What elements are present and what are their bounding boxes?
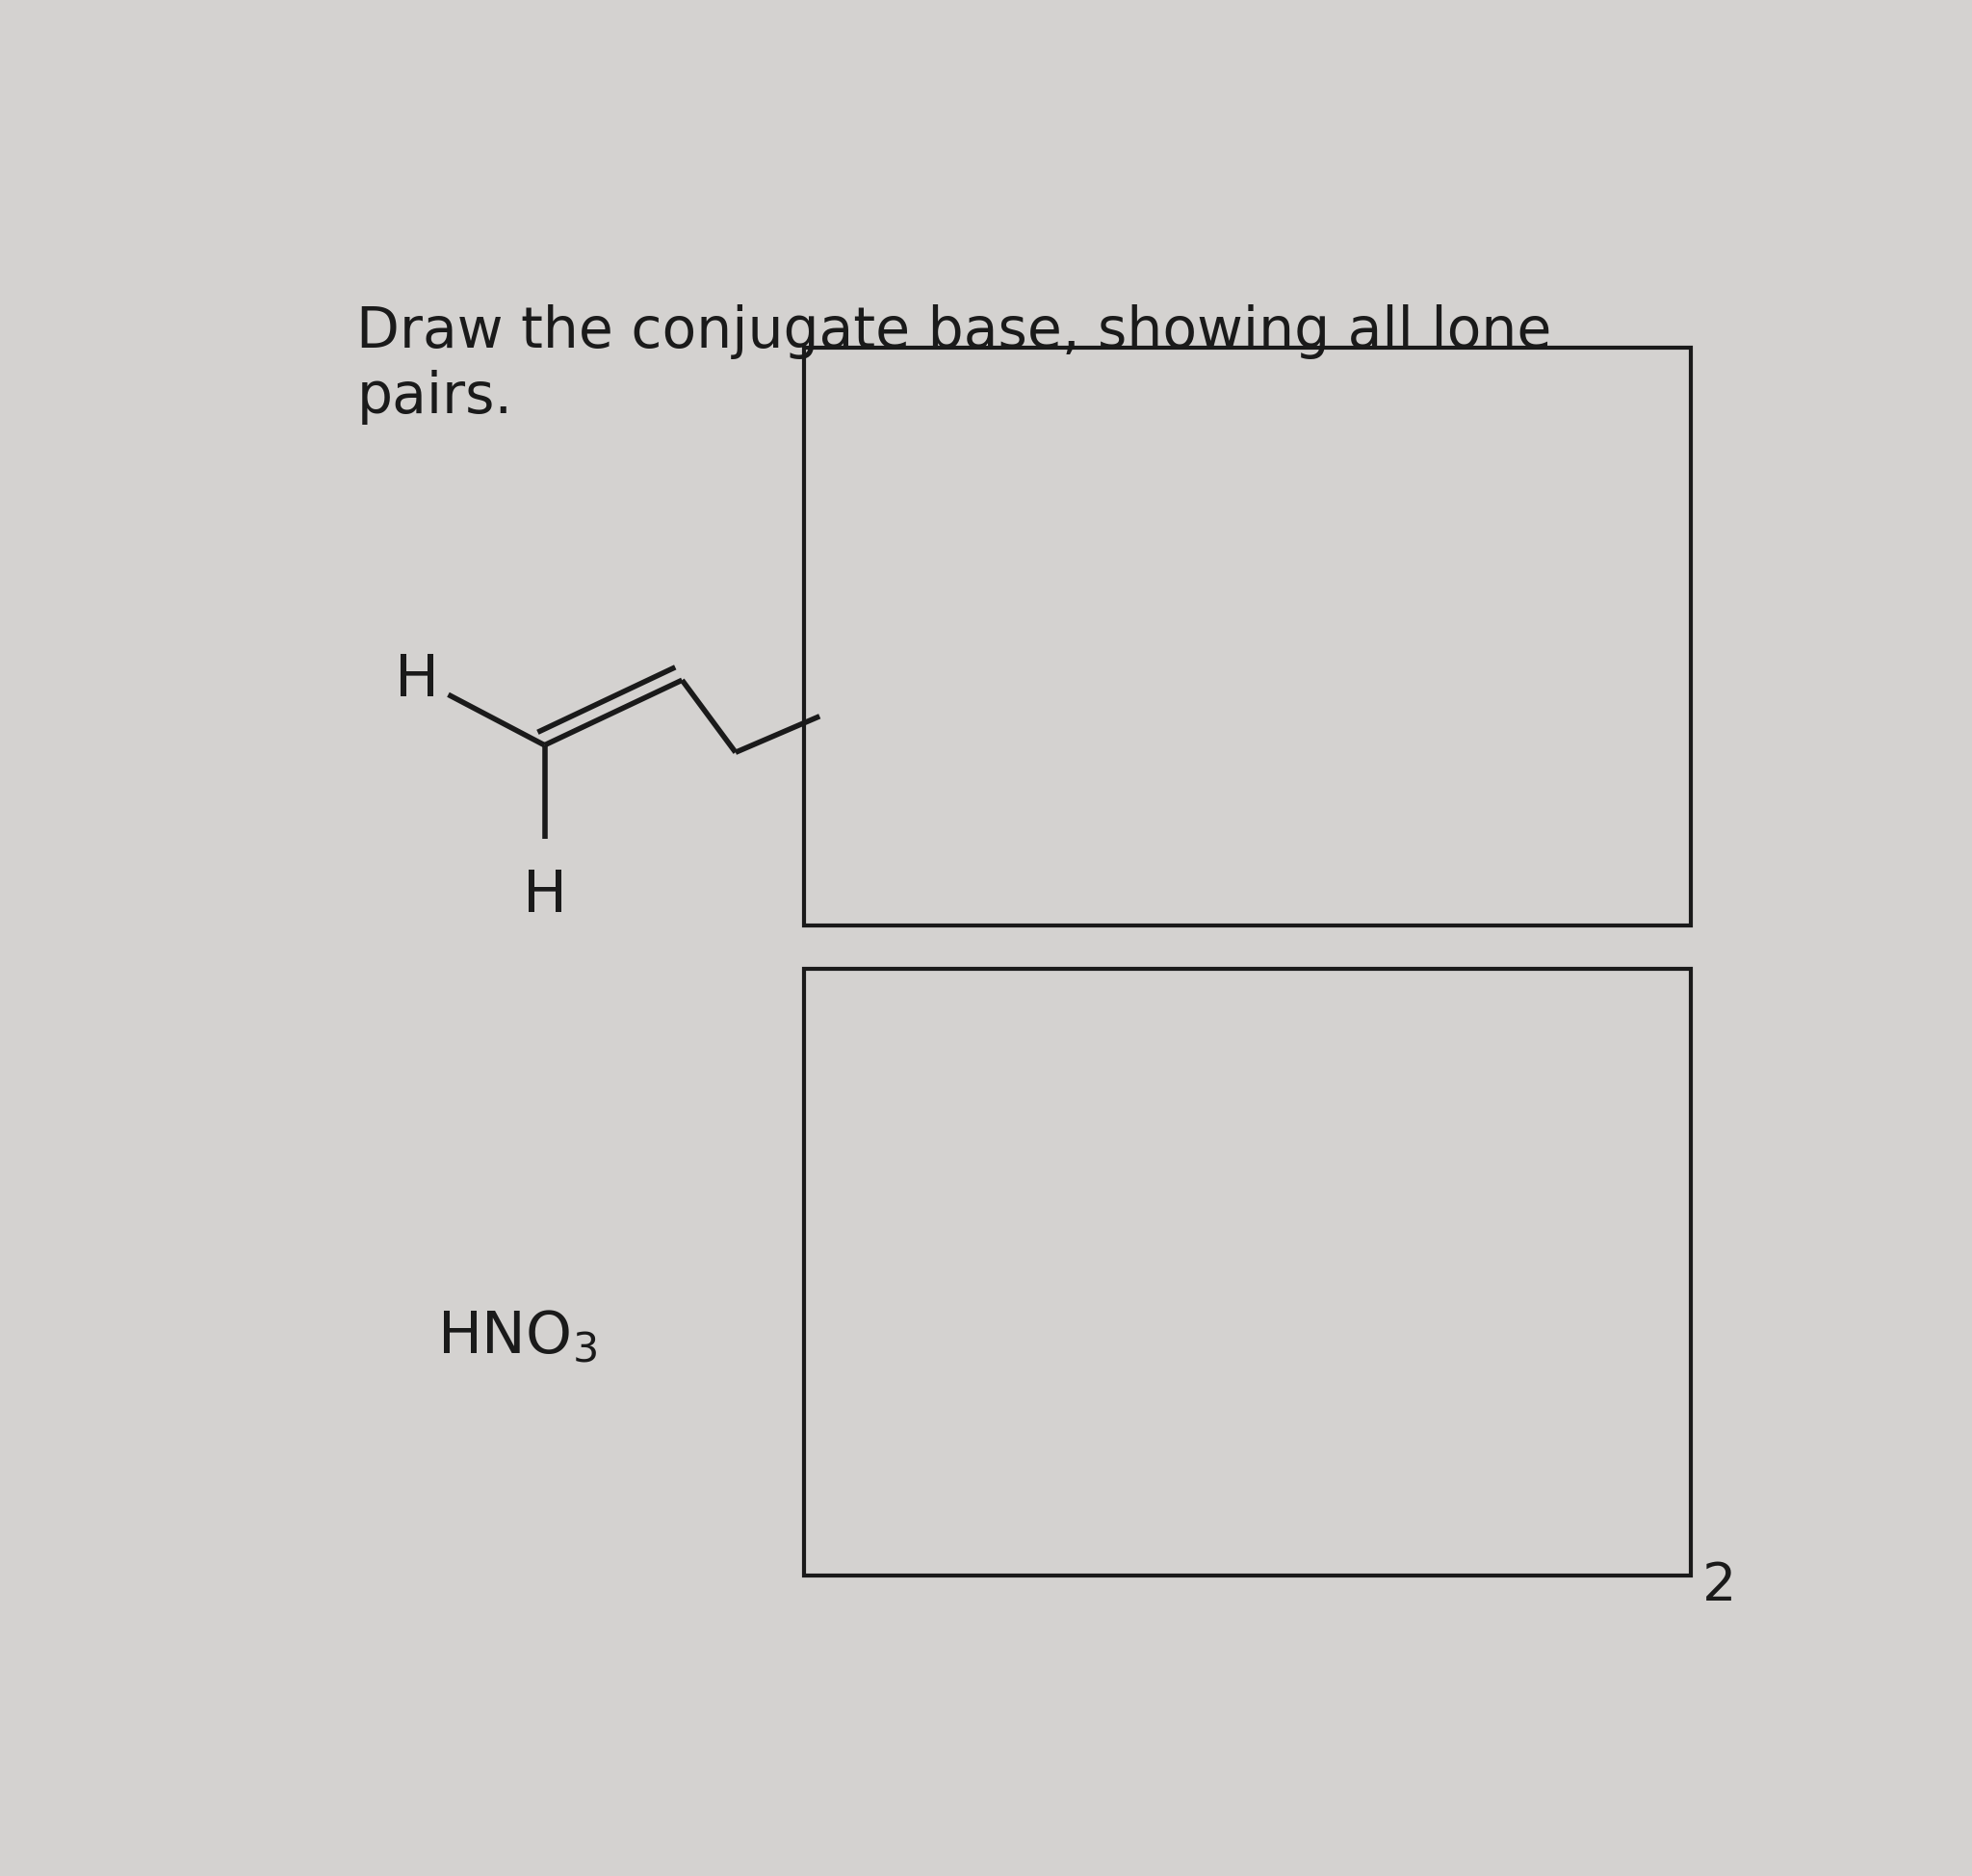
Text: 2: 2 — [1702, 1559, 1737, 1611]
Text: H: H — [394, 651, 440, 709]
Bar — [805, 970, 1690, 1576]
Text: HNO$_3$: HNO$_3$ — [438, 1309, 598, 1366]
Text: pairs.: pairs. — [357, 370, 513, 424]
Text: Draw the conjugate base, showing all lone: Draw the conjugate base, showing all lon… — [357, 304, 1552, 360]
Text: H: H — [523, 869, 566, 925]
Bar — [805, 347, 1690, 925]
